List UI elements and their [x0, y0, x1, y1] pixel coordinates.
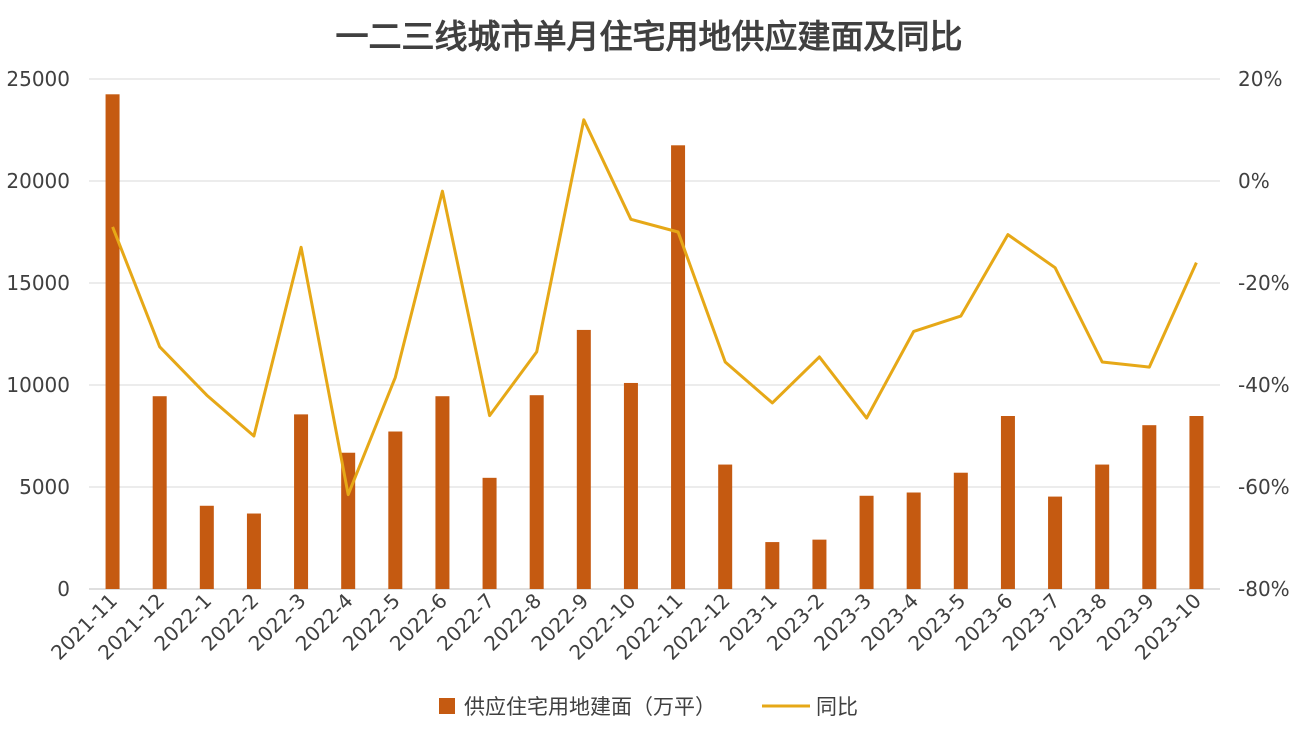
- right-tick-label: -20%: [1238, 271, 1290, 295]
- line-series: [111, 118, 1198, 497]
- left-tick-label: 20000: [6, 169, 70, 193]
- left-tick-label: 10000: [6, 373, 70, 397]
- bar: [623, 382, 638, 589]
- bar: [246, 513, 261, 589]
- bar: [576, 329, 591, 589]
- legend-bar-swatch: [439, 698, 455, 714]
- bar: [105, 94, 120, 590]
- bar: [953, 472, 968, 589]
- bar: [529, 395, 544, 589]
- right-axis-ticks: -80% -60% -40% -20% 0% 20%: [1238, 67, 1290, 601]
- bar: [718, 464, 733, 589]
- right-tick-label: -60%: [1238, 475, 1290, 499]
- right-tick-label: 0%: [1238, 169, 1270, 193]
- right-tick-label: -80%: [1238, 577, 1290, 601]
- bar: [482, 477, 497, 589]
- bar: [1000, 416, 1015, 589]
- yoy-line: [111, 118, 1198, 497]
- bar: [812, 539, 827, 589]
- bar: [294, 414, 309, 589]
- bar: [199, 505, 214, 589]
- gridlines: [89, 78, 1220, 590]
- x-axis-labels: 2021-112021-122022-12022-22022-32022-420…: [46, 589, 1206, 665]
- bar: [859, 495, 874, 589]
- right-tick-label: -40%: [1238, 373, 1290, 397]
- chart-title: 一二三线城市单月住宅用地供应建面及同比: [336, 17, 963, 56]
- bar: [1189, 416, 1204, 589]
- bar: [906, 492, 921, 589]
- left-axis-ticks: 0 5000 10000 15000 20000 25000: [6, 67, 70, 601]
- bar: [1142, 425, 1157, 589]
- left-tick-label: 15000: [6, 271, 70, 295]
- bar: [152, 396, 167, 589]
- bar: [1048, 496, 1063, 589]
- bar: [671, 145, 686, 590]
- right-tick-label: 20%: [1238, 67, 1282, 91]
- left-tick-label: 25000: [6, 67, 70, 91]
- legend: 供应住宅用地建面（万平） 同比: [439, 695, 858, 719]
- bar: [765, 542, 780, 589]
- bar: [388, 431, 403, 589]
- bar: [1095, 464, 1110, 589]
- bar-series: [105, 94, 1204, 590]
- legend-line-label: 同比: [816, 695, 858, 719]
- left-tick-label: 0: [57, 577, 70, 601]
- left-tick-label: 5000: [19, 475, 70, 499]
- bar: [435, 396, 450, 589]
- legend-bar-label: 供应住宅用地建面（万平）: [464, 695, 716, 719]
